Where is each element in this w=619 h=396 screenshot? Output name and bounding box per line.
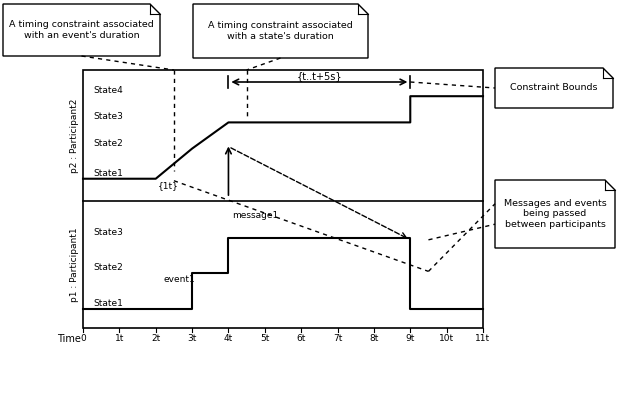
Text: 7t: 7t <box>333 334 342 343</box>
Text: State1: State1 <box>93 299 123 308</box>
Text: 2t: 2t <box>151 334 160 343</box>
Text: State2: State2 <box>93 139 123 148</box>
Text: State3: State3 <box>93 112 123 122</box>
Text: event1: event1 <box>163 275 195 284</box>
Text: 11t: 11t <box>475 334 491 343</box>
Text: Time: Time <box>57 334 81 344</box>
Polygon shape <box>495 68 613 108</box>
Text: State1: State1 <box>93 169 123 178</box>
Text: 8t: 8t <box>369 334 379 343</box>
Polygon shape <box>495 180 615 248</box>
Text: Messages and events
being passed
between participants: Messages and events being passed between… <box>504 199 607 229</box>
Text: 1t: 1t <box>115 334 124 343</box>
Text: State3: State3 <box>93 228 123 237</box>
Text: 5t: 5t <box>260 334 269 343</box>
Polygon shape <box>193 4 368 58</box>
Text: p1 : Participant1: p1 : Participant1 <box>70 227 79 302</box>
Text: 10t: 10t <box>439 334 454 343</box>
Text: message1: message1 <box>233 211 279 220</box>
Text: A timing constraint associated
with an event's duration: A timing constraint associated with an e… <box>9 20 154 40</box>
Text: State4: State4 <box>93 86 123 95</box>
Polygon shape <box>3 4 160 56</box>
Text: {1t}: {1t} <box>158 181 179 190</box>
Text: State2: State2 <box>93 263 123 272</box>
Text: A timing constraint associated
with a state's duration: A timing constraint associated with a st… <box>208 21 353 41</box>
Text: Constraint Bounds: Constraint Bounds <box>510 84 598 93</box>
Text: {t..t+5s}: {t..t+5s} <box>297 71 342 81</box>
Text: 9t: 9t <box>405 334 415 343</box>
Text: p2 : Participant2: p2 : Participant2 <box>70 98 79 173</box>
Text: 4t: 4t <box>224 334 233 343</box>
Text: 6t: 6t <box>297 334 306 343</box>
Text: 3t: 3t <box>188 334 197 343</box>
Text: 0: 0 <box>80 334 86 343</box>
